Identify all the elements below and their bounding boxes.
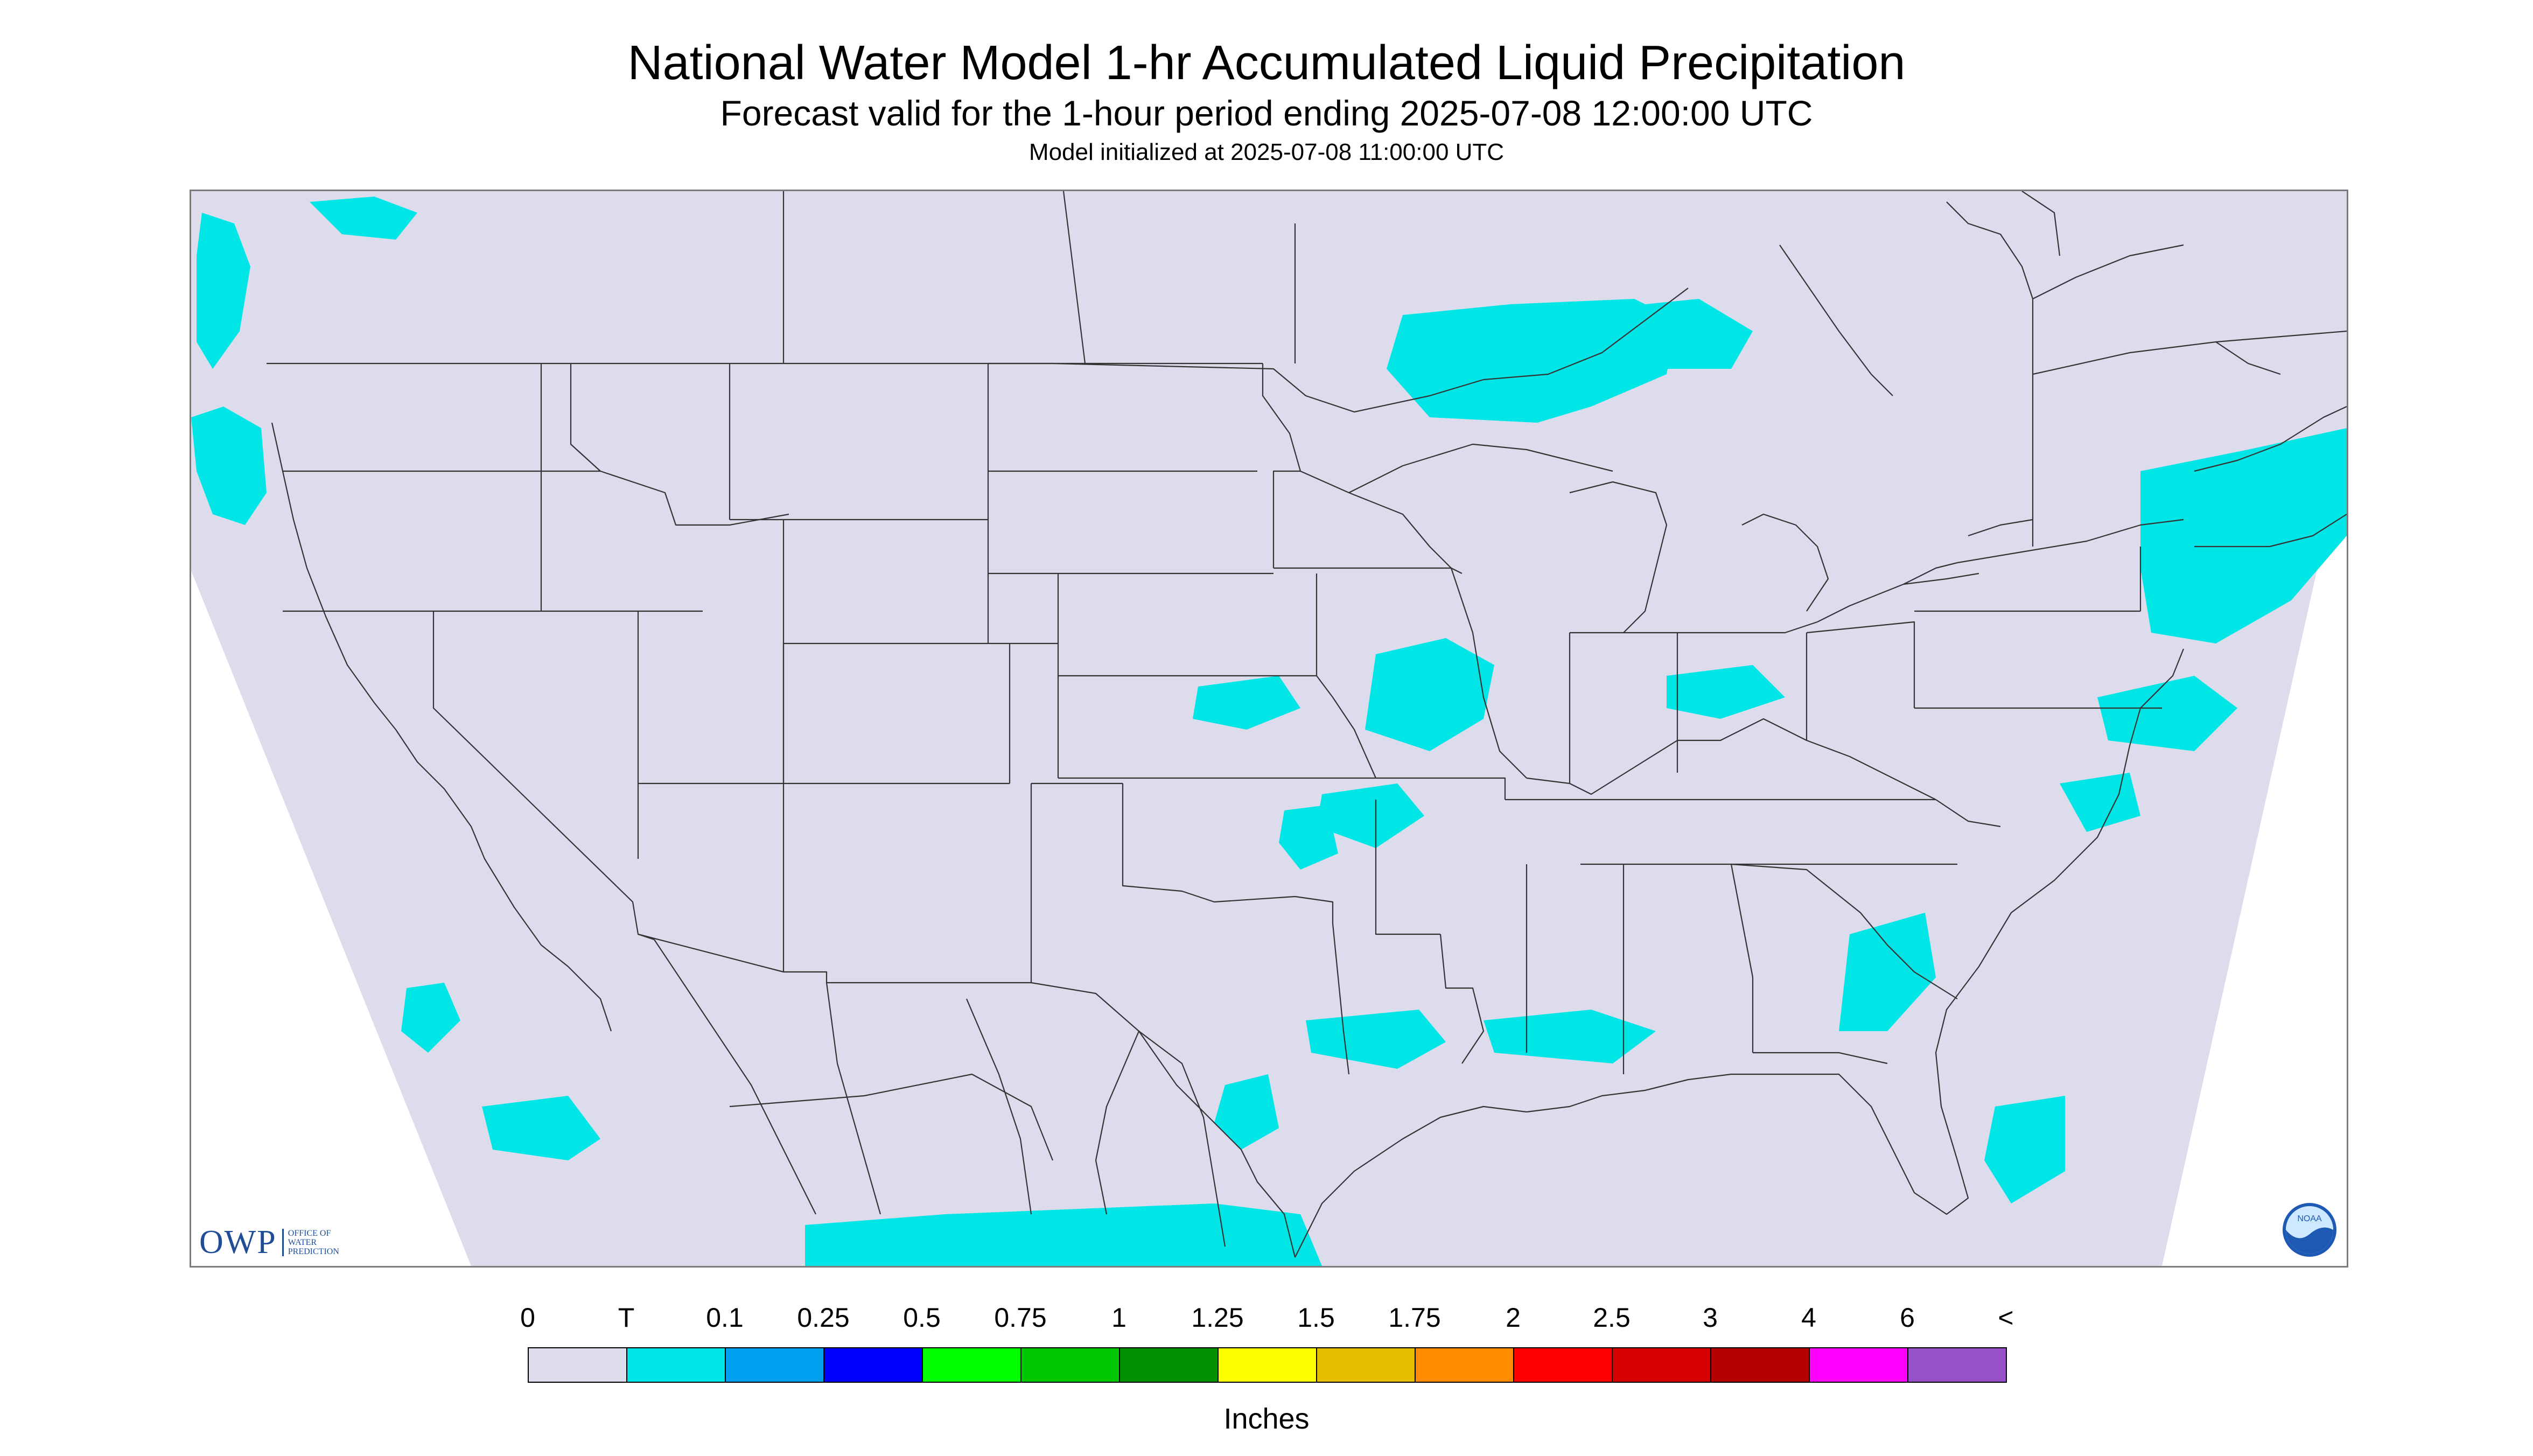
model-init-subtitle: Model initialized at 2025-07-08 11:00:00… xyxy=(1028,139,1505,165)
owp-logo-text: OWP xyxy=(199,1223,277,1261)
legend-swatch xyxy=(1316,1347,1416,1383)
legend-tick-label: 4 xyxy=(1801,1303,1816,1333)
map-canvas xyxy=(191,191,2347,1266)
legend-swatch xyxy=(1513,1347,1613,1383)
legend-swatch xyxy=(1612,1347,1711,1383)
precip-area xyxy=(1591,299,1753,369)
precip-area xyxy=(310,197,417,240)
legend-tick-label: 2.5 xyxy=(1593,1303,1631,1333)
legend-tick-label: 2 xyxy=(1506,1303,1521,1333)
precip-area xyxy=(1839,913,1936,1031)
legend-tick-label: T xyxy=(618,1303,635,1333)
legend-swatch xyxy=(1119,1347,1219,1383)
legend-swatch xyxy=(725,1347,824,1383)
precip-area xyxy=(1306,1010,1446,1069)
legend-tick-label: 6 xyxy=(1900,1303,1915,1333)
legend-tick-label: < xyxy=(1998,1303,2014,1333)
precip-area xyxy=(191,407,267,525)
legend-tick-label: 0 xyxy=(520,1303,535,1333)
legend-tick-label: 0.75 xyxy=(994,1303,1047,1333)
legend-swatch xyxy=(922,1347,1021,1383)
precip-area xyxy=(1387,299,1677,423)
noaa-logo: NOAA xyxy=(2283,1203,2336,1257)
precip-area xyxy=(1279,805,1338,870)
precipitation-map xyxy=(190,190,2348,1268)
legend-swatch xyxy=(1907,1347,2007,1383)
legend-swatch xyxy=(1020,1347,1120,1383)
legend-swatch xyxy=(823,1347,923,1383)
legend-tick-label: 0.1 xyxy=(706,1303,744,1333)
legend-tick-label: 1.25 xyxy=(1191,1303,1244,1333)
owp-logo: OWP OFFICE OF WATER PREDICTION xyxy=(199,1223,339,1261)
precip-area xyxy=(401,983,460,1053)
precip-area xyxy=(1214,1074,1279,1150)
map-title: National Water Model 1-hr Accumulated Li… xyxy=(627,36,1906,90)
legend-unit-label: Inches xyxy=(1223,1403,1310,1435)
precip-area xyxy=(1365,638,1494,751)
owp-logo-subtext: OFFICE OF WATER PREDICTION xyxy=(282,1228,339,1256)
precip-area xyxy=(1317,783,1424,848)
legend-tick-label: 0.5 xyxy=(903,1303,941,1333)
precip-area xyxy=(197,213,250,369)
legend-swatch xyxy=(528,1347,627,1383)
precip-area xyxy=(1667,665,1785,719)
legend-swatch xyxy=(1710,1347,1810,1383)
forecast-valid-subtitle: Forecast valid for the 1-hour period end… xyxy=(720,93,1813,133)
precip-area xyxy=(2097,676,2237,751)
legend-tick-label: 1.5 xyxy=(1297,1303,1335,1333)
state-boundaries xyxy=(267,191,2347,1258)
legend-tick-label: 1 xyxy=(1111,1303,1126,1333)
legend-swatch xyxy=(626,1347,726,1383)
legend-tick-label: 3 xyxy=(1703,1303,1718,1333)
precip-area xyxy=(1193,676,1300,730)
legend-swatch xyxy=(1217,1347,1317,1383)
noaa-logo-text: NOAA xyxy=(2297,1214,2322,1223)
precipitation-legend xyxy=(528,1347,2007,1385)
legend-swatch xyxy=(1809,1347,1908,1383)
precip-area xyxy=(1984,1096,2065,1203)
legend-tick-label: 1.75 xyxy=(1388,1303,1441,1333)
precip-area xyxy=(805,1203,1322,1266)
precip-area xyxy=(482,1096,600,1160)
legend-tick-label: 0.25 xyxy=(797,1303,850,1333)
legend-swatch xyxy=(1415,1347,1514,1383)
precip-area xyxy=(2140,428,2347,643)
